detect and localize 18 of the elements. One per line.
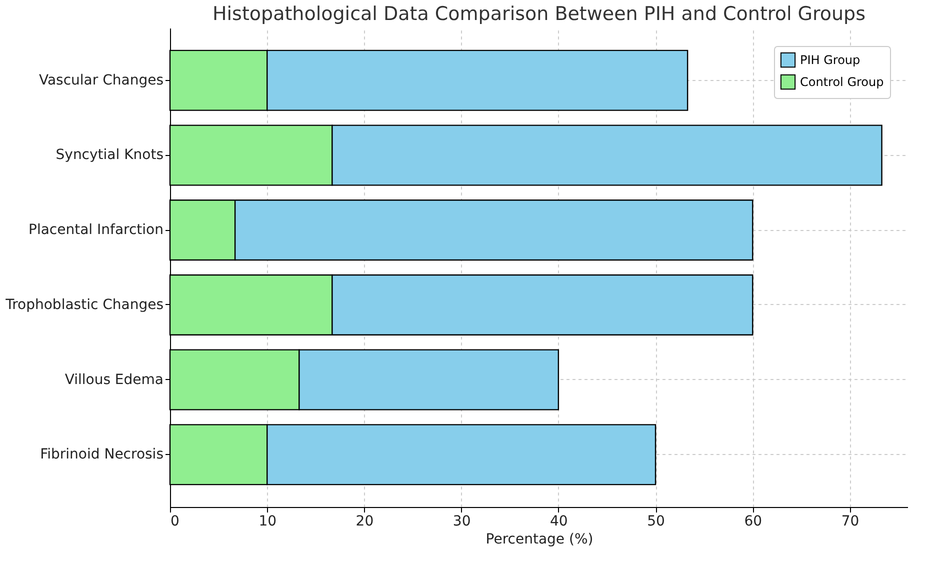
x-tick-label: 70 (841, 514, 860, 530)
y-tick-label: Syncytial Knots (56, 147, 164, 164)
y-tick-label: Fibrinoid Necrosis (40, 446, 164, 463)
x-tick-label: 10 (258, 514, 277, 530)
x-tick-label: 60 (744, 514, 762, 530)
x-tick-label: 30 (452, 514, 471, 530)
y-tick-label: Trophoblastic Changes (4, 296, 164, 313)
x-tick-label: 20 (356, 514, 374, 530)
x-tick-label: 0 (170, 514, 180, 530)
y-tick-label: Placental Infarction (28, 222, 164, 238)
legend-label: PIH Group (800, 53, 860, 67)
y-tick-label: Vascular Changes (38, 72, 164, 88)
y-tick-label: Villous Edema (64, 372, 164, 388)
chart-title: Histopathological Data Comparison Between PIH and Control Groups (212, 3, 866, 25)
x-tick-label: 50 (647, 514, 665, 530)
legend-label: Control Group (800, 75, 884, 89)
x-axis-title: Percentage (%) (486, 532, 594, 548)
x-tick-label: 40 (550, 514, 568, 530)
